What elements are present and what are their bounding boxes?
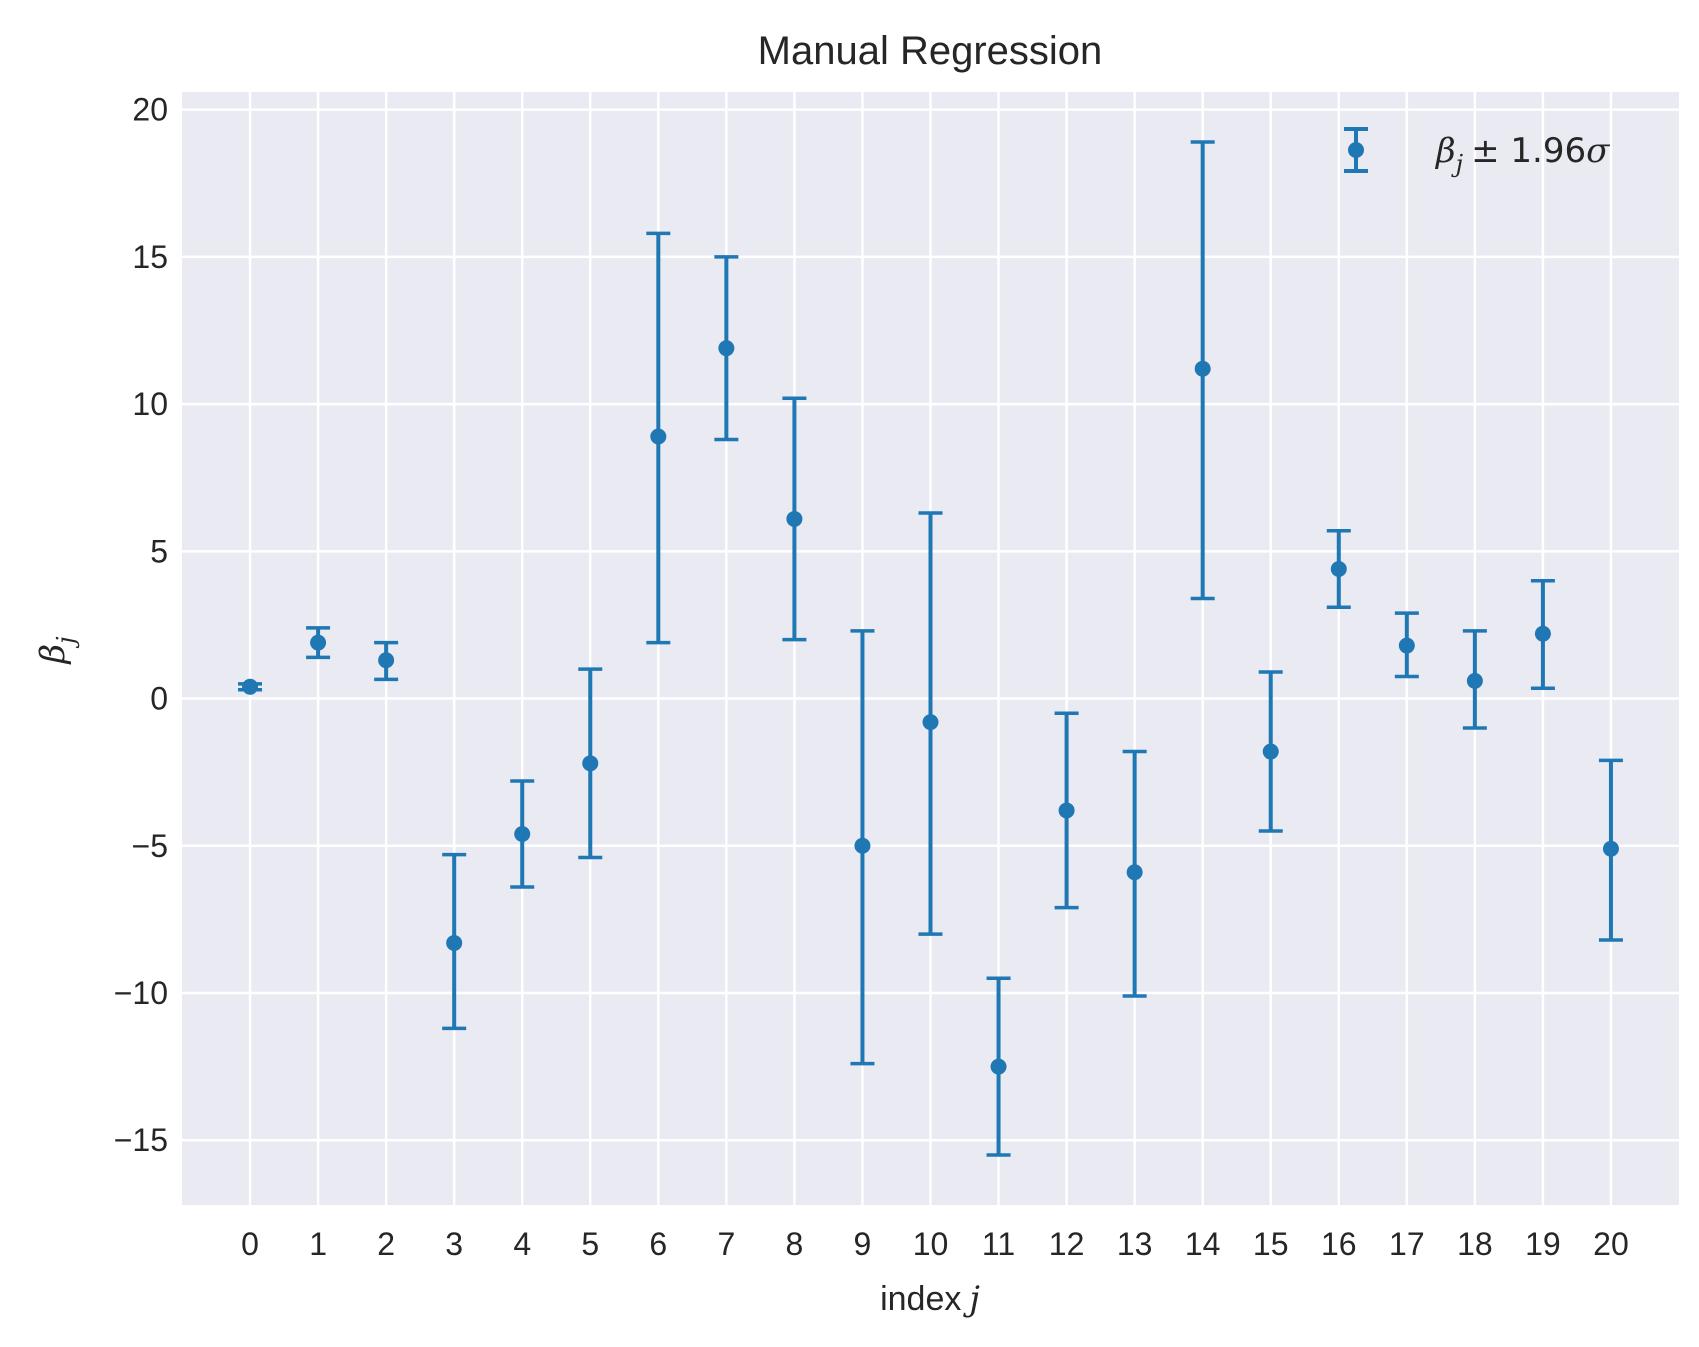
errorbar-point [1394,611,1419,679]
x-tick-label: 17 [1389,1226,1425,1262]
errorbar-point [1530,579,1555,690]
x-tick-label: 12 [1049,1226,1085,1262]
x-tick-label: 5 [581,1226,599,1262]
errorbar-point [782,396,807,642]
x-tick-label: 14 [1185,1226,1221,1262]
data-point [242,678,259,695]
errorbar-point [306,626,331,660]
errorbar-point [1122,749,1147,998]
x-tick-label: 1 [309,1226,327,1262]
data-point [1466,672,1483,689]
x-tick-label: 20 [1593,1226,1629,1262]
x-tick-label: 3 [445,1226,463,1262]
errorbar-point [714,255,739,442]
y-tick-label: −5 [132,828,168,864]
y-tick-label: −15 [114,1122,168,1158]
x-tick-label: 13 [1117,1226,1153,1262]
errorbar-point [238,678,263,695]
data-point [1058,802,1075,819]
x-tick-label: 10 [913,1226,949,1262]
data-point [446,934,463,951]
data-marks [238,140,1623,1157]
y-tick-label: −10 [114,975,168,1011]
x-tick-label: 4 [513,1226,531,1262]
errorbar-point [1598,758,1623,942]
errorbar-point [510,779,535,889]
errorbar-point [1190,140,1215,601]
data-point [378,652,395,669]
errorbar-point [850,629,875,1066]
data-point [650,428,667,445]
errorbar-point [578,667,603,860]
x-tick-label: 16 [1321,1226,1357,1262]
errorbar-point [442,852,467,1031]
x-tick-label: 19 [1525,1226,1561,1262]
y-tick-label: 0 [150,681,168,717]
errorbar-point [1326,528,1351,610]
x-tick-label: 15 [1253,1226,1289,1262]
x-tick-label: 2 [377,1226,395,1262]
data-point [1126,864,1143,881]
data-point [1194,360,1211,377]
data-point [310,634,327,651]
errorbar-point [374,640,399,682]
errorbar-point [646,231,671,645]
errorbar-point [986,976,1011,1157]
data-point [1262,743,1279,760]
legend-marker [1348,142,1364,158]
data-point [514,826,531,842]
x-tick-label: 7 [717,1226,735,1262]
data-point [854,837,871,854]
x-tick-label: 11 [982,1226,1015,1262]
y-tick-label: 20 [132,92,168,128]
data-point [1398,637,1415,654]
errorbar-point [1054,711,1079,910]
y-tick-label: 10 [132,386,168,422]
data-point [1602,840,1619,857]
x-tick-label: 8 [786,1226,804,1262]
x-tick-label: 9 [854,1226,872,1262]
tick-labels: 0 1 2 3 4 5 6 7 8 9 10 11 12 13 14 15 16 17 18 19 20−15−10−5… [114,92,1629,1262]
data-point [786,510,803,527]
data-point [582,755,599,772]
errorbar-point [918,511,943,936]
x-tick-label: 6 [649,1226,667,1262]
data-point [922,714,939,731]
data-point [1330,561,1347,577]
data-point [990,1058,1007,1075]
y-axis-label: βj [33,636,80,666]
errorbar-point [1462,629,1487,730]
legend-label: βj ± 1.96σ [1434,131,1610,178]
data-point [1534,625,1551,642]
errorbar-point [1258,670,1283,833]
x-axis-label: index j [880,1279,980,1319]
y-tick-label: 5 [150,533,168,569]
y-tick-label: 15 [132,239,168,275]
chart-title: Manual Regression [758,29,1103,73]
x-tick-label: 0 [241,1226,259,1262]
data-point [718,340,735,357]
x-tick-label: 18 [1457,1226,1493,1262]
legend: βj ± 1.96σ [1344,127,1610,178]
